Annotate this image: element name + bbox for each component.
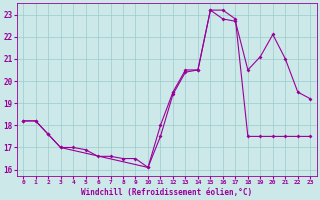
X-axis label: Windchill (Refroidissement éolien,°C): Windchill (Refroidissement éolien,°C)	[81, 188, 252, 197]
